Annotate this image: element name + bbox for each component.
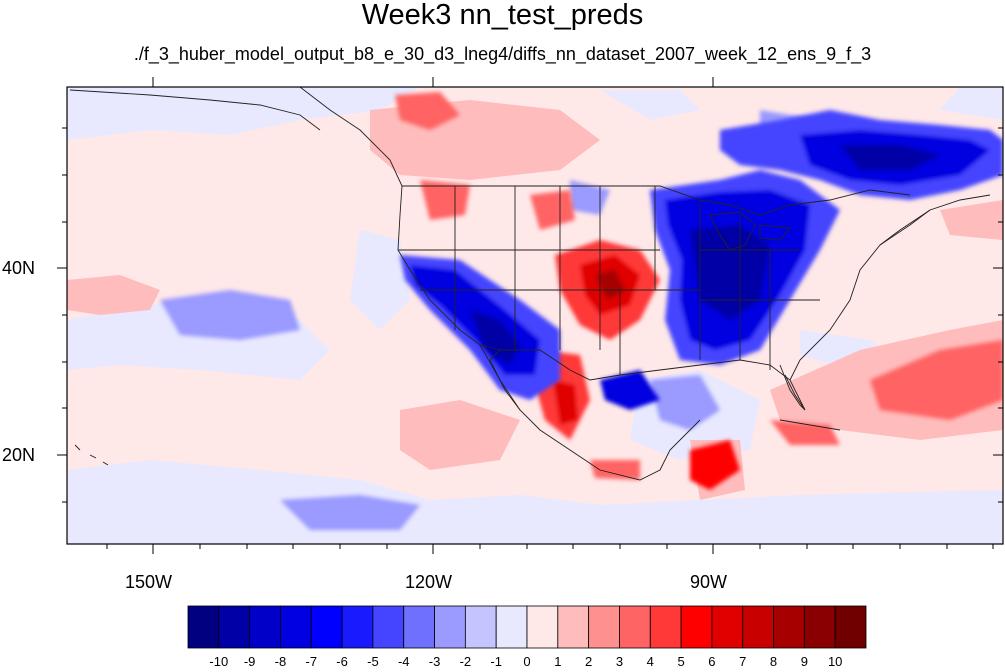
colorbar-label: 7 [739, 654, 747, 669]
colorbar-label: -6 [336, 654, 348, 669]
colorbar-box [434, 605, 466, 649]
colorbar-label: 3 [615, 654, 624, 669]
colorbar-box [464, 605, 497, 649]
anomaly-field [67, 87, 1003, 544]
colorbar-box [187, 605, 220, 649]
lon-label-150w: 150W [125, 572, 173, 592]
colorbar-label: -3 [428, 654, 441, 669]
colorbar-label: 6 [708, 654, 716, 669]
colorbar-label: -5 [367, 654, 379, 669]
colorbar-box [742, 605, 774, 649]
colorbar-box [588, 605, 620, 649]
colorbar-box [526, 605, 559, 649]
colorbar-label: 1 [554, 654, 562, 669]
colorbar-label: 5 [677, 654, 685, 669]
colorbar-box [341, 605, 374, 649]
colorbar-box [619, 605, 651, 649]
axis-ticks [57, 77, 1003, 554]
colorbar-label: -10 [209, 654, 229, 669]
colorbar-box [803, 605, 836, 649]
lon-label-90w: 90W [690, 572, 728, 592]
colorbar-label: 2 [585, 654, 593, 669]
colorbar-box [218, 605, 251, 649]
colorbar-label: 10 [827, 654, 843, 669]
lon-label-120w: 120W [405, 572, 453, 592]
colorbar-label: -2 [459, 654, 472, 669]
colorbar-label: -1 [490, 654, 502, 669]
map-title: Week3 nn_test_preds [361, 0, 644, 31]
colorbar-label: -9 [243, 654, 256, 669]
colorbar-label: -8 [274, 654, 287, 669]
colorbar-box [372, 605, 405, 649]
map-subtitle: ./f_3_huber_model_output_b8_e_30_d3_lneg… [133, 44, 872, 64]
colorbar-label: 9 [800, 654, 808, 669]
colorbar-box [249, 605, 281, 649]
colorbar-box [403, 605, 435, 649]
colorbar-label: -7 [305, 654, 318, 669]
colorbar-box [495, 605, 528, 649]
colorbar-box [280, 605, 312, 649]
colorbar-box [649, 605, 682, 649]
colorbar-box [834, 605, 867, 649]
lat-label-20n: 20N [2, 445, 36, 465]
colorbar [187, 605, 867, 649]
colorbar-box [557, 605, 590, 649]
colorbar-label: 4 [646, 654, 654, 669]
lat-label-40n: 40N [2, 258, 36, 278]
colorbar-label: -4 [397, 654, 410, 669]
colorbar-box [773, 605, 805, 649]
colorbar-box [310, 605, 343, 649]
colorbar-box [680, 605, 713, 649]
colorbar-label: 8 [769, 654, 778, 669]
colorbar-label: 0 [523, 654, 531, 669]
colorbar-box [711, 605, 744, 649]
